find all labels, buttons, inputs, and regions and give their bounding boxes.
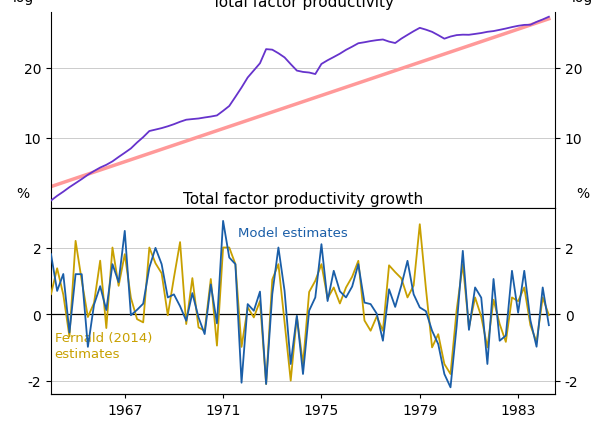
Text: %: % (576, 187, 589, 201)
Text: log: log (13, 0, 34, 5)
Text: log: log (572, 0, 593, 5)
Title: Total factor productivity growth: Total factor productivity growth (183, 192, 423, 207)
Title: Total factor productivity: Total factor productivity (212, 0, 394, 10)
Text: %: % (17, 187, 30, 201)
Text: Model estimates: Model estimates (238, 226, 347, 239)
Text: Fernald (2014)
estimates: Fernald (2014) estimates (55, 331, 152, 360)
